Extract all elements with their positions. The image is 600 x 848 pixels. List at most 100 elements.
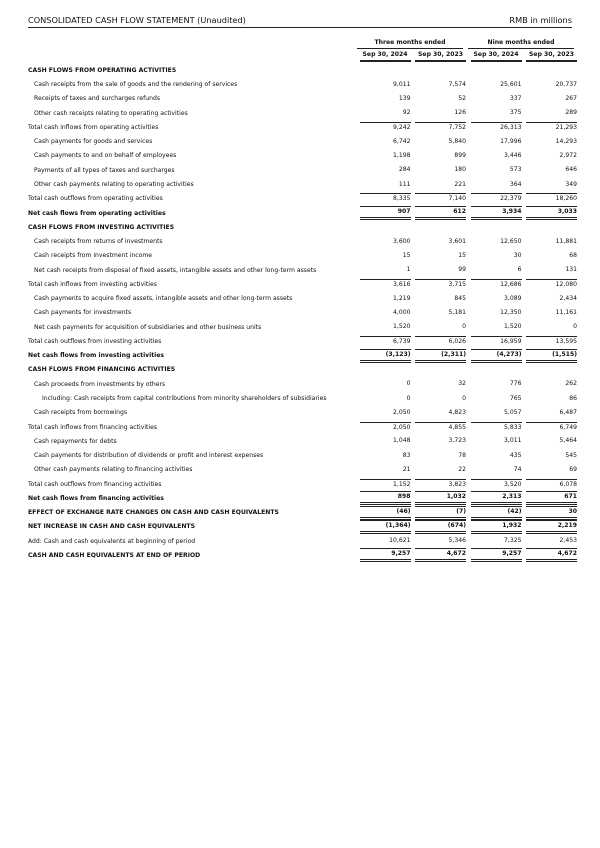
row-label: Cash payments to acquire fixed assets, i…	[34, 295, 293, 303]
row-value	[522, 363, 578, 377]
row-value: 2,313	[466, 491, 522, 506]
row-value: (674)	[411, 519, 466, 534]
row-value: 776	[509, 380, 522, 388]
row-value: 3,011	[504, 437, 522, 445]
table-row: Receipts of taxes and surcharges refunds…	[28, 92, 577, 106]
column-group-nine-months: Nine months ended	[466, 37, 577, 49]
row-value: 7,140	[411, 192, 466, 206]
row-value: 6,749	[522, 420, 577, 434]
row-label: Other cash payments relating to financin…	[34, 466, 193, 474]
row-value: 9,257	[355, 548, 411, 563]
row-value: 267	[565, 94, 577, 102]
row-label: Total cash outflows from operating activ…	[28, 195, 163, 203]
column-header-row: Sep 30, 2024 Sep 30, 2023 Sep 30, 2024 S…	[28, 49, 577, 63]
row-value: 1,198	[393, 151, 411, 159]
row-value: 15	[458, 251, 466, 259]
table-row: CASH AND CASH EQUIVALENTS AT END OF PERI…	[28, 548, 577, 563]
table-row: Cash receipts from the sale of goods and…	[28, 78, 577, 92]
row-value: 612	[411, 206, 466, 221]
row-label: Cash receipts from returns of investment…	[34, 238, 163, 246]
row-value: 5,057	[504, 408, 522, 416]
row-value: 12,350	[500, 308, 522, 316]
row-label: Total cash outflows from financing activ…	[28, 480, 162, 488]
row-value: 7,752	[411, 120, 466, 134]
row-value: 4,000	[393, 308, 411, 316]
row-value: 26,313	[466, 120, 522, 134]
row-value: (1,515)	[522, 348, 577, 363]
row-value: 2,219	[522, 519, 577, 534]
row-value	[411, 63, 467, 77]
row-value: 3,723	[448, 437, 466, 445]
row-value: 11,881	[555, 237, 577, 245]
row-value: (46)	[355, 505, 411, 520]
column-header: Sep 30, 2023	[411, 49, 466, 63]
row-value: 6,487	[559, 408, 577, 416]
table-row: Cash receipts from returns of investment…	[28, 234, 577, 248]
row-label: Cash payments to and on behalf of employ…	[34, 152, 177, 160]
row-value: 21	[402, 465, 411, 473]
column-group-three-months: Three months ended	[355, 37, 466, 49]
row-label: Add: Cash and cash equivalents at beginn…	[28, 537, 196, 545]
column-header: Sep 30, 2024	[355, 49, 411, 63]
row-value: 22,379	[466, 192, 522, 206]
table-row: Payments of all types of taxes and surch…	[28, 163, 577, 177]
table-row: Net cash flows from investing activities…	[28, 348, 577, 363]
row-value: 12,080	[522, 277, 577, 291]
row-value: 2,434	[559, 294, 577, 302]
row-label: Cash receipts from borrowings	[34, 409, 128, 417]
table-row: Cash payments to acquire fixed assets, i…	[28, 292, 577, 306]
row-value: 284	[398, 166, 411, 174]
column-header: Sep 30, 2023	[522, 49, 577, 63]
row-value: 573	[509, 166, 522, 174]
row-value: 898	[355, 491, 411, 506]
row-value: 30	[522, 505, 577, 520]
row-value: 3,823	[411, 477, 466, 491]
row-value	[522, 63, 578, 77]
row-value: 15	[402, 251, 411, 259]
table-row: Cash repayments for debts 1,048 3,723 3,011…	[28, 434, 577, 448]
row-value: 6,739	[355, 334, 411, 348]
row-value: 10,621	[389, 537, 411, 545]
row-value: 1,032	[411, 491, 466, 506]
row-label: Cash payments for goods and services	[34, 138, 153, 146]
table-row: Other cash payments relating to financin…	[28, 463, 577, 477]
row-label: Net cash flows from operating activities	[28, 209, 166, 217]
row-value: 337	[509, 94, 522, 102]
row-value: 92	[402, 109, 411, 117]
row-value: 3,089	[504, 294, 522, 302]
row-label: Cash payments for distribution of divide…	[34, 452, 264, 460]
row-value: 7,325	[504, 537, 522, 545]
row-value: 12,650	[500, 237, 522, 245]
row-value: 907	[355, 206, 411, 221]
row-label: EFFECT OF EXCHANGE RATE CHANGES ON CASH …	[28, 509, 279, 517]
section-header-row: CASH FLOWS FROM OPERATING ACTIVITIES	[28, 63, 577, 77]
row-label: Net cash flows from financing activities	[28, 494, 164, 502]
row-value: 2,050	[355, 420, 411, 434]
row-label: CASH FLOWS FROM FINANCING ACTIVITIES	[28, 366, 176, 374]
row-value: 5,840	[448, 137, 466, 145]
table-row: Cash receipts from borrowings 2,050 4,823 5…	[28, 406, 577, 420]
row-value: 221	[454, 180, 466, 188]
row-value: 2,453	[559, 537, 577, 545]
row-value: 765	[509, 394, 522, 402]
row-label: Net cash flows from investing activities	[28, 352, 165, 360]
row-value: 1,932	[466, 519, 522, 534]
row-value: (42)	[466, 505, 522, 520]
row-value: 9,242	[355, 120, 411, 134]
row-label: Total cash outflows from investing activ…	[28, 337, 162, 345]
table-row: Other cash payments relating to operatin…	[28, 177, 577, 191]
row-value: 0	[573, 323, 577, 331]
row-value: 3,601	[448, 237, 466, 245]
cash-flow-table: Three months ended Nine months ended Sep…	[28, 37, 577, 563]
table-row: Add: Cash and cash equivalents at beginn…	[28, 534, 577, 548]
row-value: 6,742	[393, 137, 411, 145]
row-value: (4,273)	[466, 348, 522, 363]
column-header: Sep 30, 2024	[466, 49, 522, 63]
row-value	[355, 220, 411, 234]
row-value: 52	[458, 94, 466, 102]
table-row: Net cash flows from operating activities…	[28, 206, 577, 221]
row-value: 68	[569, 251, 577, 259]
row-value: 21,293	[522, 120, 577, 134]
row-value: 899	[454, 151, 466, 159]
row-value: 3,600	[393, 237, 411, 245]
